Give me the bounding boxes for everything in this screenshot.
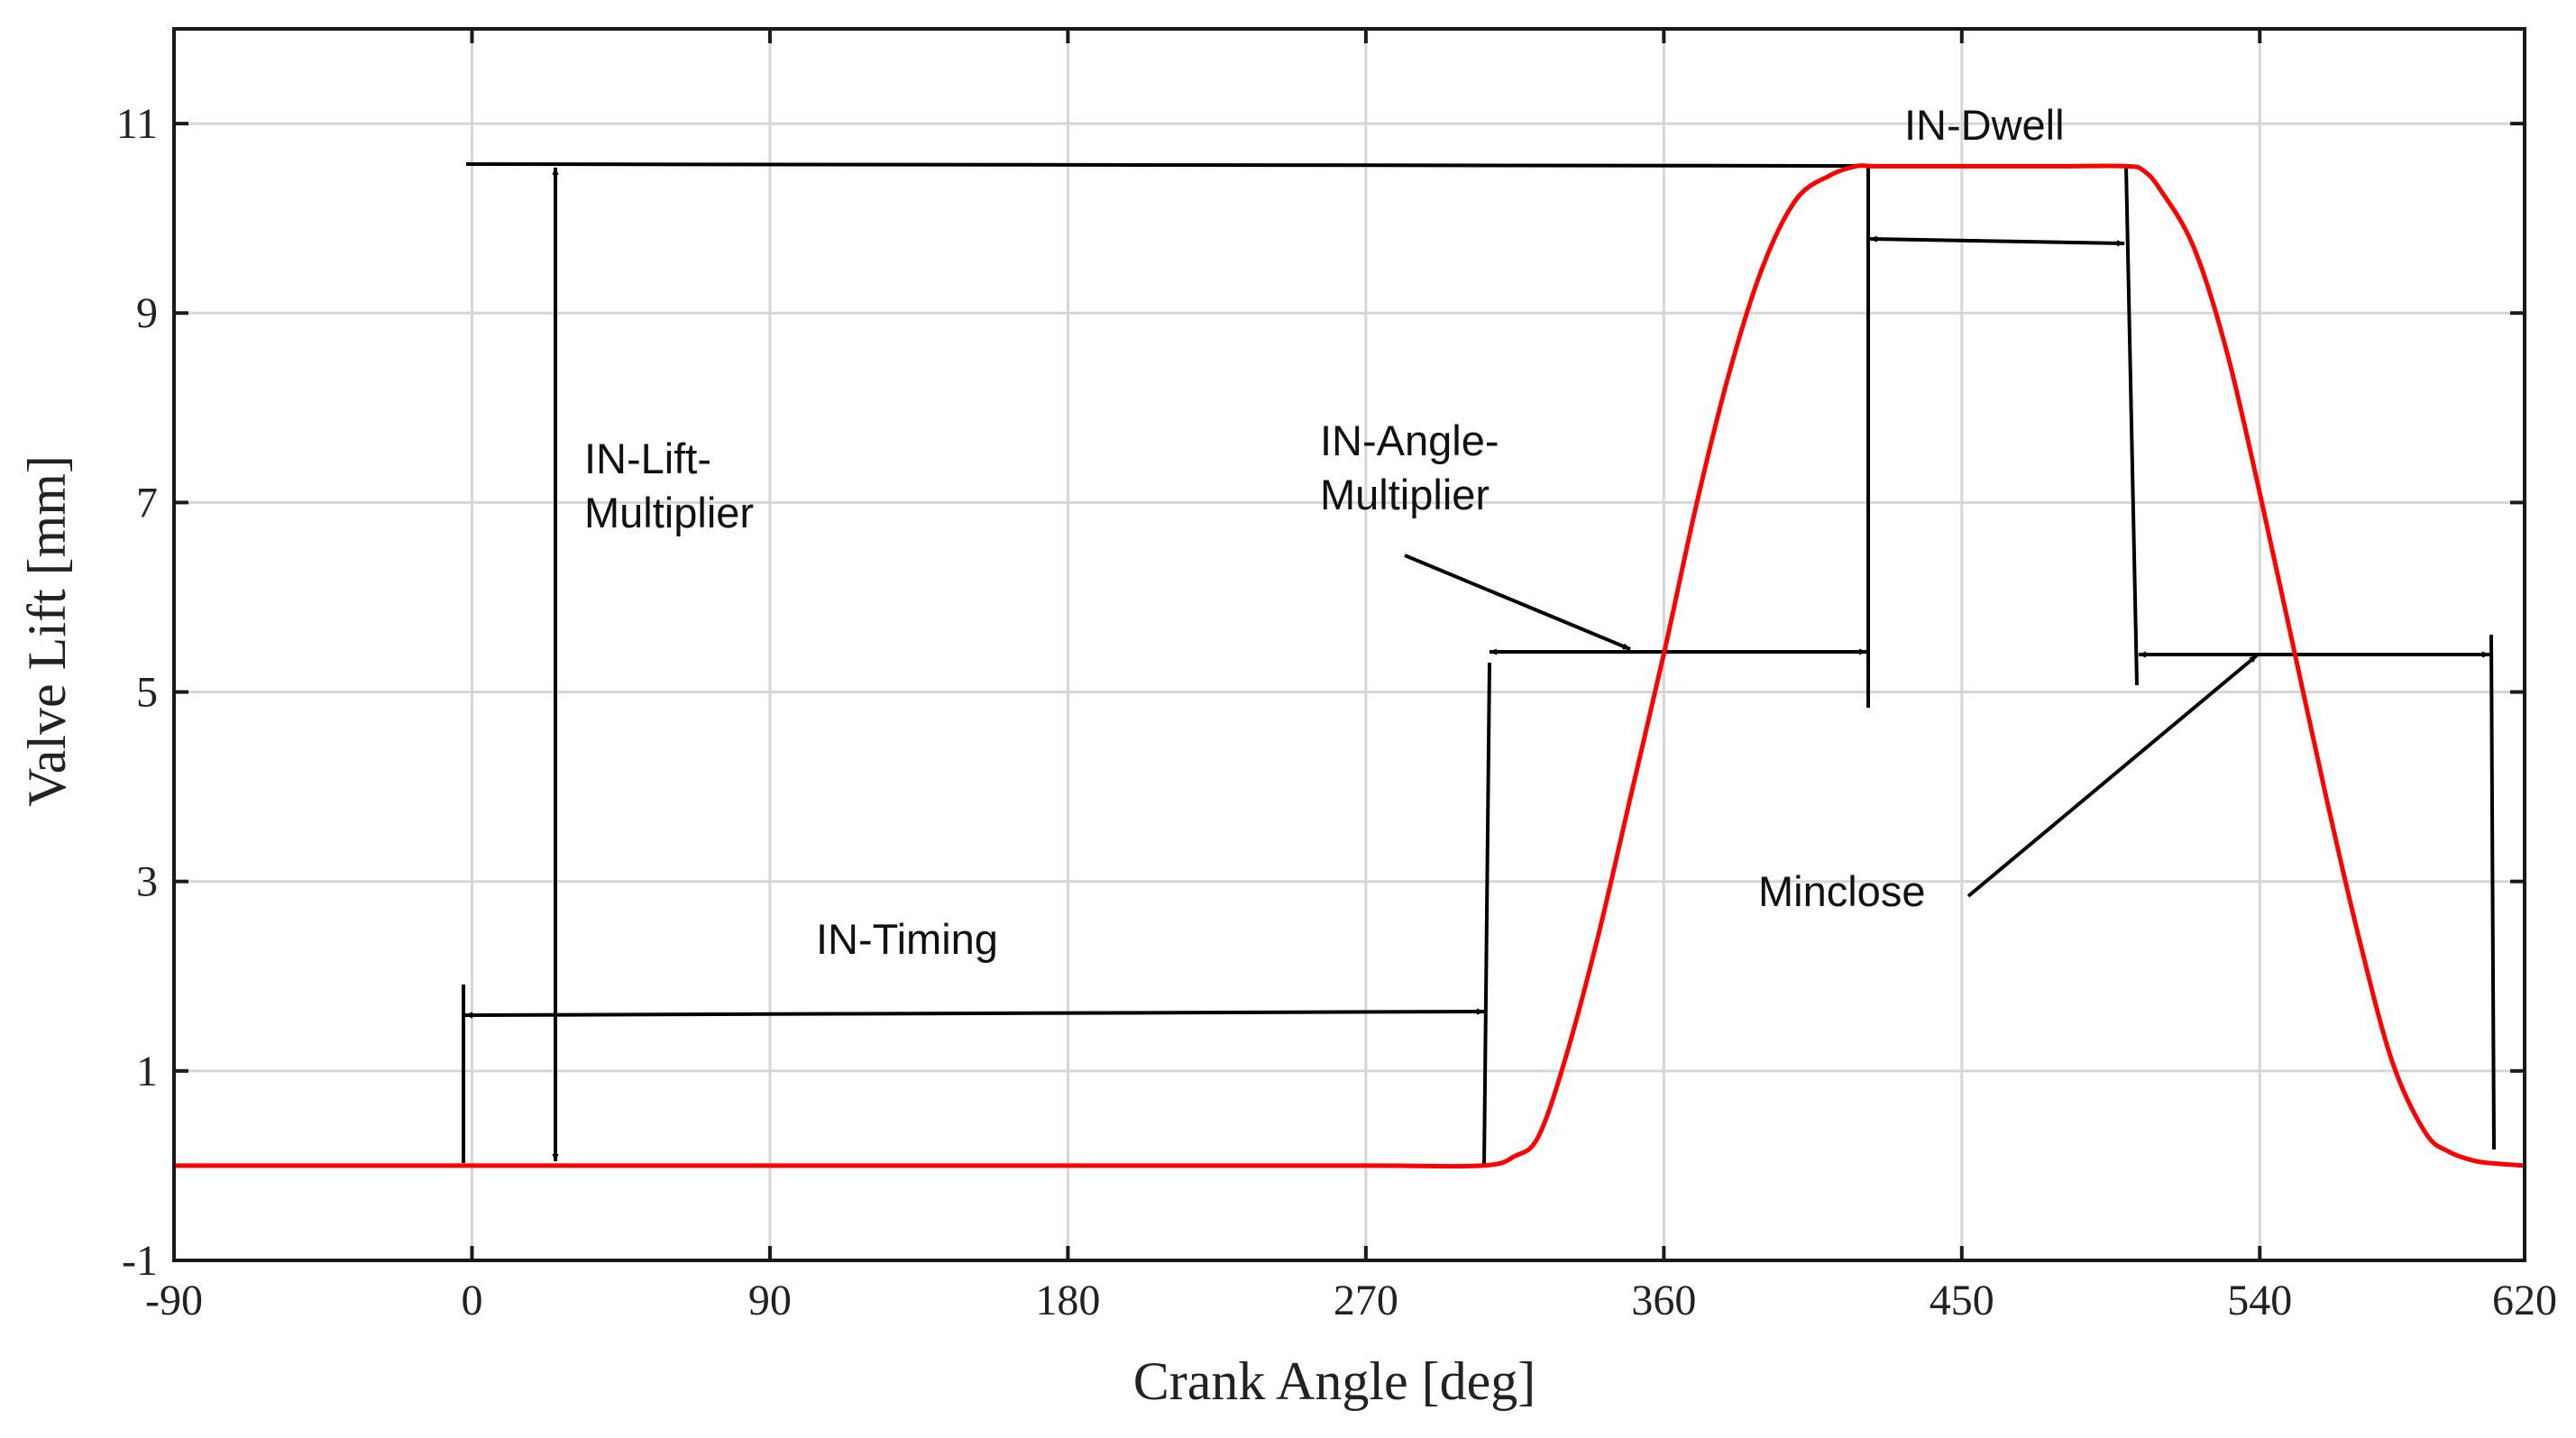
x-tick-label: -90 (145, 1277, 203, 1324)
grid-lines (174, 29, 2525, 1260)
y-axis-title: Valve Lift [mm] (17, 455, 77, 807)
annotation-angle-multiplier: IN-Angle- Multiplier (1320, 417, 1499, 518)
timing-end-marker (1482, 662, 1491, 1167)
annotation-layer: IN-Lift- Multiplier IN-Timing IN-Angle- Mult… (462, 101, 2496, 1167)
y-tick-label: 11 (116, 100, 158, 148)
x-axis-title: Crank Angle [deg] (1133, 1351, 1536, 1411)
annotation-timing: IN-Timing (816, 915, 998, 963)
x-tick-label: 540 (2227, 1277, 2292, 1324)
x-tick-label: 0 (461, 1277, 482, 1324)
dwell-arrow (1869, 235, 2125, 247)
valve-lift-curve (174, 163, 2526, 1169)
y-tick-label: 7 (136, 479, 158, 527)
tick-labels: -90 0 90 180 270 360 450 540 620 -1 1 3 5 7 9 11 (116, 100, 2557, 1324)
y-tick-label: -1 (122, 1237, 158, 1285)
timing-arrow (464, 1008, 1485, 1019)
annotation-line: IN-Lift- (584, 435, 711, 482)
annotation-lift-multiplier: IN-Lift- Multiplier (584, 435, 754, 536)
x-tick-label: 270 (1334, 1277, 1398, 1324)
series-layer (174, 163, 2526, 1169)
annotation-line: IN-Dwell (1904, 101, 2065, 149)
y-tick-label: 3 (136, 858, 158, 906)
tick-marks (172, 29, 2526, 1262)
annotation-line: IN-Timing (816, 915, 998, 963)
close-end-marker (2489, 634, 2496, 1150)
x-tick-label: 90 (748, 1277, 792, 1324)
angle-multiplier-leader (1404, 554, 1631, 651)
y-tick-label: 9 (136, 289, 158, 337)
dwell-end-marker (2124, 165, 2139, 686)
annotation-line: Minclose (1758, 867, 1925, 915)
annotation-line: IN-Angle- (1320, 417, 1499, 464)
annotation-minclose: Minclose (1758, 867, 1925, 915)
max-lift-reference-line (465, 162, 1869, 168)
x-tick-label: 450 (1930, 1277, 1994, 1324)
annotation-dwell: IN-Dwell (1904, 101, 2065, 149)
x-tick-label: 620 (2492, 1277, 2557, 1324)
y-tick-label: 1 (136, 1048, 158, 1095)
annotation-line: Multiplier (584, 489, 754, 536)
y-tick-label: 5 (136, 669, 158, 717)
x-tick-label: 180 (1035, 1277, 1100, 1324)
plot-frame (172, 27, 2526, 1262)
minclose-leader (1966, 654, 2259, 898)
annotation-line: Multiplier (1320, 471, 1490, 518)
plot-border (172, 27, 2526, 1262)
x-tick-label: 360 (1631, 1277, 1696, 1324)
